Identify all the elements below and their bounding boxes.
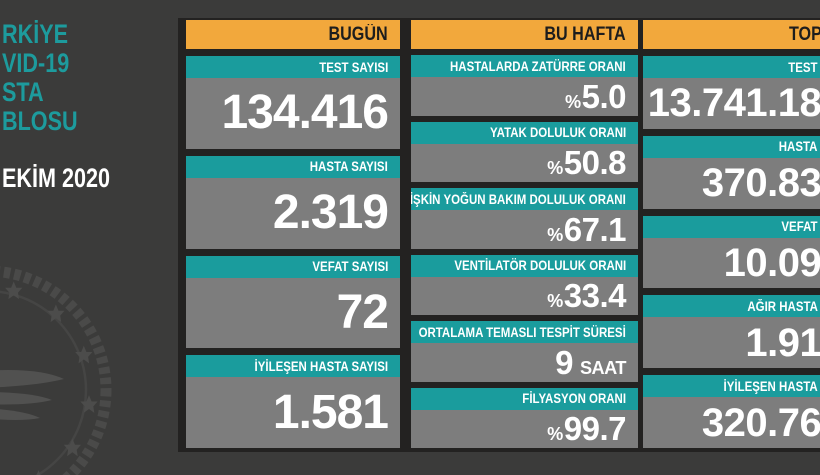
column-header: BUGÜN xyxy=(186,20,400,49)
stat-label-bar: HASTALARDA ZATÜRRE ORANI xyxy=(411,55,638,77)
stat-label-bar: AĞIR HASTA SAYISI xyxy=(643,295,820,318)
stat-card-vefat-sayisi: VEFAT SAYISI 72 xyxy=(186,255,400,349)
stat-label: İYİLEŞEN HASTA SAYISI xyxy=(254,358,388,374)
stat-label: FİLYASYON ORANI xyxy=(522,391,626,406)
stat-card-agir-hasta-sayisi: AĞIR HASTA SAYISI 1.912 xyxy=(643,295,820,369)
stat-card-hasta-sayisi: HASTA SAYISI 2.319 xyxy=(186,155,400,249)
emblem-stars xyxy=(5,281,98,475)
stat-label-bar: ERİŞKİN YOĞUN BAKIM DOLULUK ORANI xyxy=(411,188,638,210)
stat-card-yatak-doluluk: YATAK DOLULUK ORANI %50.8 xyxy=(411,121,638,182)
stat-label-bar: VEFAT SAYISI xyxy=(186,255,400,278)
stat-label-bar: YATAK DOLULUK ORANI xyxy=(411,121,638,144)
stat-label-bar: TEST SAYISI xyxy=(643,56,820,78)
stat-label: İYİLEŞEN HASTA SAYISI xyxy=(723,378,820,394)
stat-label: TEST SAYISI xyxy=(787,59,820,75)
sidebar: RKİYE VID-19 STA BLOSU EKİM 2020 xyxy=(0,0,178,475)
stat-card-toplam-vefat-sayisi: VEFAT SAYISI 10.099 xyxy=(643,215,820,289)
column-header: BU HAFTA xyxy=(411,20,638,49)
stat-label: HASTA SAYISI xyxy=(778,139,820,155)
stat-card-iyilesen-hasta-sayisi: İYİLEŞEN HASTA SAYISI 1.581 xyxy=(186,355,400,448)
stat-card-toplam-test-sayisi: TEST SAYISI 13.741.186 xyxy=(643,56,820,129)
stat-label-bar: VENTİLATÖR DOLULUK ORANI xyxy=(411,254,638,277)
stat-value: 1.581 xyxy=(272,385,389,439)
stat-card-zaturre-orani: HASTALARDA ZATÜRRE ORANI %5.0 xyxy=(411,55,638,116)
stat-label-bar: HASTA SAYISI xyxy=(643,135,820,158)
stat-value: %5.0 xyxy=(564,77,627,115)
stat-label: TEST SAYISI xyxy=(318,59,388,75)
stat-card-ventilator-doluluk: VENTİLATÖR DOLULUK ORANI %33.4 xyxy=(411,254,638,315)
stat-card-temasli-tespit-suresi: ORTALAMA TEMASLI TESPİT SÜRESİ 9 SAAT xyxy=(411,321,638,382)
stat-label: HASTA SAYISI xyxy=(309,159,388,175)
stat-value: 320.761 xyxy=(701,400,820,445)
stat-value: 370.832 xyxy=(701,161,820,206)
column-toplam: TOPLAM TEST SAYISI 13.741.186 HASTA SAYI… xyxy=(643,20,820,448)
stat-card-test-sayisi: TEST SAYISI 134.416 xyxy=(186,56,400,149)
board-title: RKİYE VID-19 STA BLOSU xyxy=(2,20,97,136)
column-bugun: BUGÜN TEST SAYISI 134.416 HASTA SAYISI 2… xyxy=(186,20,400,448)
stat-label-bar: İYİLEŞEN HASTA SAYISI xyxy=(643,375,820,398)
stat-label: VEFAT SAYISI xyxy=(312,259,388,274)
title-line-4: BLOSU xyxy=(2,106,78,136)
stat-value: 10.099 xyxy=(723,240,820,285)
stats-panel: BUGÜN TEST SAYISI 134.416 HASTA SAYISI 2… xyxy=(178,18,820,452)
stat-value: 72 xyxy=(336,285,389,339)
stat-value: 13.741.186 xyxy=(647,81,820,126)
ministry-emblem-watermark-icon xyxy=(0,266,112,475)
stat-label: VENTİLATÖR DOLULUK ORANI xyxy=(454,258,626,273)
stat-value: 2.319 xyxy=(272,186,389,240)
stat-value: %67.1 xyxy=(547,210,626,248)
stat-label: HASTALARDA ZATÜRRE ORANI xyxy=(450,58,626,74)
title-line-3: STA xyxy=(2,77,44,107)
stat-label-bar: VEFAT SAYISI xyxy=(643,215,820,238)
stat-label: AĞIR HASTA SAYISI xyxy=(747,298,820,314)
stat-label: VEFAT SAYISI xyxy=(781,219,820,235)
stat-value: 9 SAAT xyxy=(555,343,626,381)
stat-label: ERİŞKİN YOĞUN BAKIM DOLULUK ORANI xyxy=(411,191,626,207)
stat-value: %99.7 xyxy=(547,410,626,448)
report-date: EKİM 2020 xyxy=(2,163,111,193)
stat-label: ORTALAMA TEMASLI TESPİT SÜRESİ xyxy=(418,324,626,340)
stat-card-toplam-iyilesen-hasta-sayisi: İYİLEŞEN HASTA SAYISI 320.761 xyxy=(643,375,820,448)
stat-value: 134.416 xyxy=(221,86,389,140)
stat-label-bar: İYİLEŞEN HASTA SAYISI xyxy=(186,355,400,378)
stat-value: %33.4 xyxy=(547,277,626,315)
stat-card-filyasyon-orani: FİLYASYON ORANI %99.7 xyxy=(411,387,638,448)
column-bu-hafta: BU HAFTA HASTALARDA ZATÜRRE ORANI %5.0 Y… xyxy=(411,20,638,448)
stat-card-toplam-hasta-sayisi: HASTA SAYISI 370.832 xyxy=(643,135,820,209)
stat-value: 1.912 xyxy=(745,320,820,365)
stat-label-bar: FİLYASYON ORANI xyxy=(411,387,638,410)
column-header: TOPLAM xyxy=(643,20,820,49)
title-line-1: RKİYE xyxy=(2,19,69,49)
stat-label-bar: HASTA SAYISI xyxy=(186,155,400,178)
stat-label-bar: ORTALAMA TEMASLI TESPİT SÜRESİ xyxy=(411,321,638,343)
title-line-2: VID-19 xyxy=(2,48,70,78)
stat-label: YATAK DOLULUK ORANI xyxy=(489,125,626,140)
emblem-wing xyxy=(0,370,64,420)
stat-card-yogun-bakim-doluluk: ERİŞKİN YOĞUN BAKIM DOLULUK ORANI %67.1 xyxy=(411,188,638,249)
stat-label-bar: TEST SAYISI xyxy=(186,56,400,78)
stat-value: %50.8 xyxy=(547,144,626,182)
